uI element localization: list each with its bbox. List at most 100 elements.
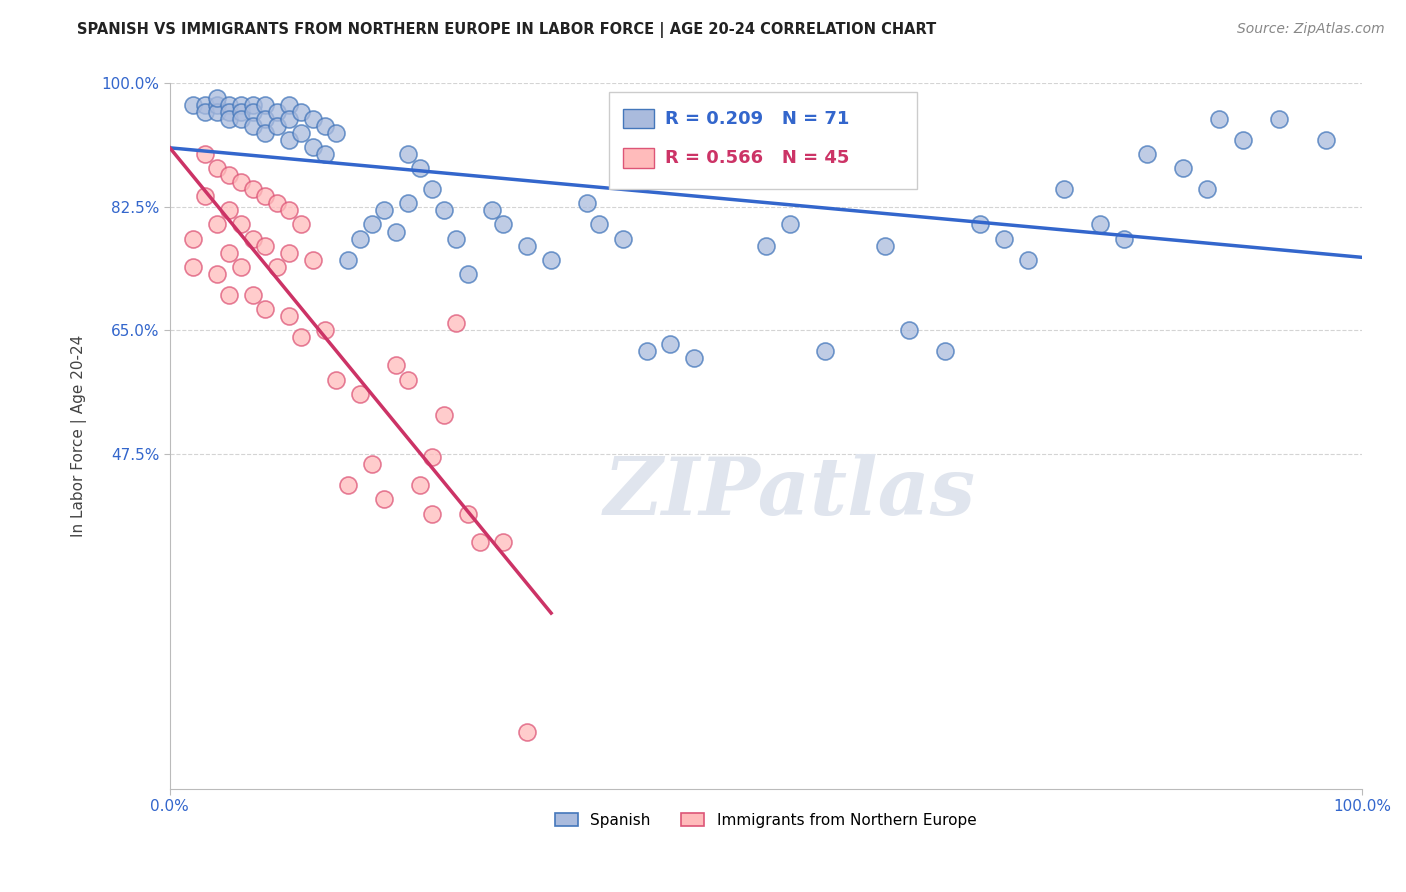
Point: [779, 218, 801, 232]
Point: [1195, 182, 1218, 196]
Point: [337, 252, 360, 267]
Point: [314, 147, 336, 161]
Point: [373, 492, 395, 507]
Point: [1232, 133, 1254, 147]
Point: [481, 203, 503, 218]
Text: SPANISH VS IMMIGRANTS FROM NORTHERN EUROPE IN LABOR FORCE | AGE 20-24 CORRELATIO: SPANISH VS IMMIGRANTS FROM NORTHERN EURO…: [77, 22, 936, 38]
Point: [218, 203, 240, 218]
Point: [218, 245, 240, 260]
Point: [433, 408, 456, 422]
Point: [253, 301, 276, 316]
Point: [420, 450, 443, 464]
Point: [218, 112, 240, 126]
Point: [1267, 112, 1289, 126]
Point: [266, 119, 288, 133]
Point: [934, 344, 956, 359]
Point: [301, 112, 323, 126]
Point: [755, 238, 778, 252]
Y-axis label: In Labor Force | Age 20-24: In Labor Force | Age 20-24: [72, 334, 87, 537]
Point: [301, 140, 323, 154]
Point: [897, 323, 920, 337]
Point: [468, 534, 491, 549]
Point: [1053, 182, 1076, 196]
Point: [1112, 231, 1135, 245]
Point: [290, 104, 312, 119]
Point: [575, 196, 598, 211]
Point: [409, 161, 432, 175]
Point: [218, 104, 240, 119]
Point: [229, 218, 252, 232]
Point: [242, 182, 264, 196]
Point: [873, 238, 896, 252]
Point: [420, 182, 443, 196]
Point: [1088, 218, 1111, 232]
Point: [659, 337, 682, 351]
Point: [266, 196, 288, 211]
Point: [277, 309, 299, 323]
Point: [266, 104, 288, 119]
Point: [229, 260, 252, 274]
Point: [588, 218, 610, 232]
Point: [290, 126, 312, 140]
Point: [314, 119, 336, 133]
Point: [277, 97, 299, 112]
Point: [420, 507, 443, 521]
Point: [290, 218, 312, 232]
Point: [349, 386, 371, 401]
Point: [266, 260, 288, 274]
Point: [1208, 112, 1230, 126]
Point: [373, 203, 395, 218]
Point: [253, 97, 276, 112]
Point: [218, 288, 240, 302]
Legend: Spanish, Immigrants from Northern Europe: Spanish, Immigrants from Northern Europe: [550, 806, 983, 834]
Point: [229, 104, 252, 119]
Point: [242, 119, 264, 133]
Point: [194, 104, 217, 119]
Point: [492, 218, 515, 232]
Point: [242, 231, 264, 245]
Point: [325, 126, 347, 140]
Point: [433, 203, 456, 218]
Point: [218, 168, 240, 182]
Text: R = 0.209   N = 71: R = 0.209 N = 71: [665, 110, 849, 128]
Point: [385, 225, 408, 239]
Point: [242, 288, 264, 302]
Point: [229, 97, 252, 112]
Point: [218, 97, 240, 112]
Point: [1136, 147, 1159, 161]
Point: [194, 189, 217, 203]
Point: [349, 231, 371, 245]
Point: [253, 126, 276, 140]
Point: [385, 359, 408, 373]
Point: [207, 267, 229, 281]
Point: [337, 478, 360, 492]
Point: [229, 112, 252, 126]
Point: [183, 97, 205, 112]
Point: [516, 238, 538, 252]
Point: [314, 323, 336, 337]
Point: [969, 218, 991, 232]
Point: [183, 260, 205, 274]
Point: [229, 175, 252, 189]
Point: [277, 112, 299, 126]
Point: [194, 147, 217, 161]
Point: [301, 252, 323, 267]
Text: R = 0.566   N = 45: R = 0.566 N = 45: [665, 149, 849, 167]
Point: [516, 725, 538, 739]
Point: [290, 330, 312, 344]
Point: [444, 316, 467, 330]
Point: [409, 478, 432, 492]
Point: [444, 231, 467, 245]
Point: [396, 373, 419, 387]
Point: [253, 238, 276, 252]
Point: [361, 218, 384, 232]
Text: Source: ZipAtlas.com: Source: ZipAtlas.com: [1237, 22, 1385, 37]
Point: [396, 196, 419, 211]
Point: [396, 147, 419, 161]
Point: [277, 203, 299, 218]
Point: [612, 231, 634, 245]
Point: [636, 344, 658, 359]
Point: [1171, 161, 1194, 175]
Point: [277, 245, 299, 260]
Point: [457, 507, 479, 521]
